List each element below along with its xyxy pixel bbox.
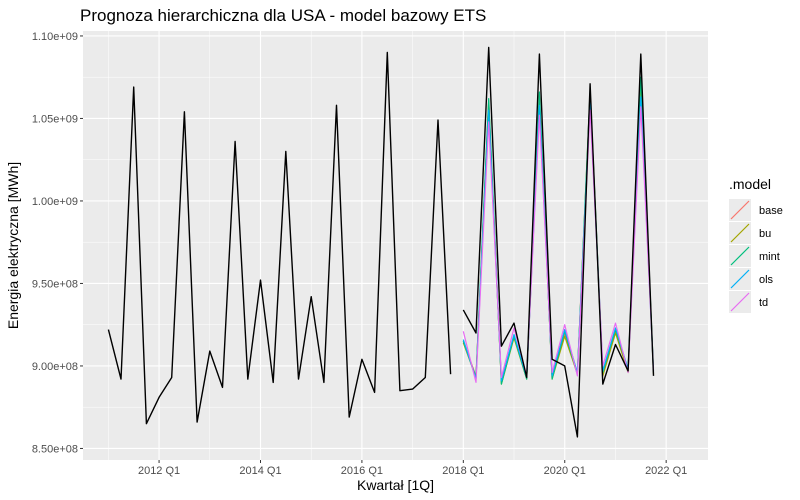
y-axis-ticks: 8.50e+08 9.00e+08 9.50e+08 1.00e+09 1.05e+09…	[32, 31, 83, 455]
y-tick-label: 9.00e+08	[32, 361, 78, 373]
legend-swatch	[730, 246, 750, 266]
minor-gridlines	[83, 31, 708, 460]
x-tick-label: 2022 Q1	[645, 465, 687, 477]
plot-panel	[83, 31, 708, 460]
legend-swatch	[730, 292, 750, 312]
x-tick-label: 2020 Q1	[544, 465, 586, 477]
series-line-td	[462, 106, 655, 383]
legend-label: mint	[759, 251, 780, 263]
legend-item-mint: mint	[729, 245, 780, 267]
y-tick-label: 1.05e+09	[32, 113, 78, 125]
y-tick-label: 9.50e+08	[32, 278, 78, 290]
x-axis-ticks: 2012 Q1 2014 Q1 2016 Q1 2018 Q1 2020 Q1 2022 …	[138, 460, 687, 477]
legend-label: ols	[759, 274, 774, 286]
y-axis-title: Energia elektryczna [MWh]	[5, 162, 21, 329]
legend-swatch	[730, 269, 750, 289]
legend-label: base	[759, 205, 783, 217]
series-lines	[107, 46, 655, 438]
x-tick-label: 2016 Q1	[341, 465, 383, 477]
legend-swatch	[730, 200, 750, 220]
y-tick-label: 1.10e+09	[32, 31, 78, 43]
legend-item-ols: ols	[729, 268, 774, 290]
legend-title: .model	[729, 176, 771, 192]
legend-item-bu: bu	[729, 222, 771, 244]
y-tick-label: 8.50e+08	[32, 443, 78, 455]
legend-item-td: td	[729, 291, 768, 313]
legend: .model base bu mint ols td	[729, 176, 783, 313]
x-tick-label: 2018 Q1	[442, 465, 484, 477]
history-line	[107, 51, 452, 425]
y-tick-label: 1.00e+09	[32, 196, 78, 208]
legend-label: td	[759, 297, 768, 309]
x-tick-label: 2012 Q1	[138, 465, 180, 477]
actual-line	[462, 46, 655, 438]
chart-title: Prognoza hierarchiczna dla USA - model b…	[80, 6, 486, 25]
legend-item-base: base	[729, 199, 783, 221]
x-axis-title: Kwartał [1Q]	[357, 477, 434, 493]
legend-label: bu	[759, 228, 771, 240]
x-tick-label: 2014 Q1	[239, 465, 281, 477]
legend-swatch	[730, 223, 750, 243]
